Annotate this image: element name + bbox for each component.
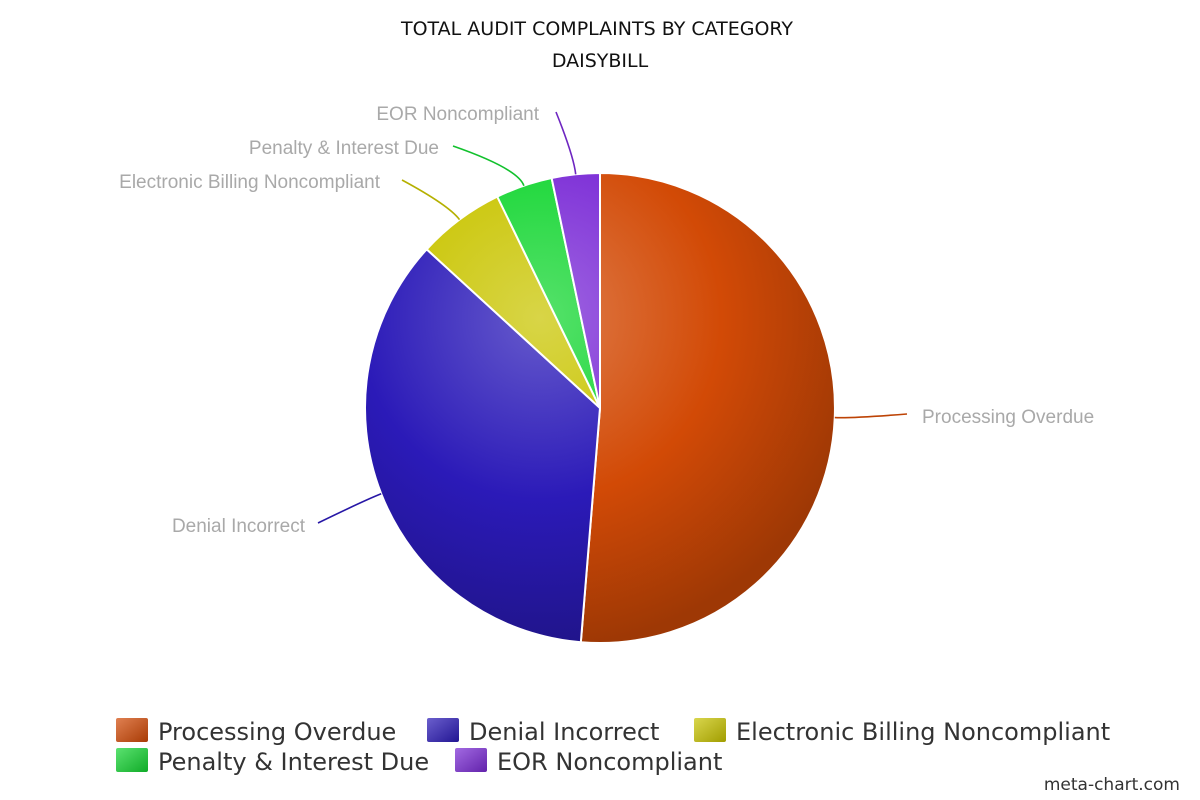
slice-labels-group: Processing Overdue Denial Incorrect Electr…: [119, 104, 1094, 537]
slice-label-processing-overdue: Processing Overdue: [922, 407, 1094, 428]
chart-subtitle: DAISYBILL: [552, 50, 649, 72]
credit-text[interactable]: meta-chart.com: [1044, 775, 1180, 795]
legend: Processing Overdue Denial Incorrect Electr…: [116, 718, 1110, 776]
legend-swatch-eor-noncompliant: [455, 748, 487, 772]
legend-label-electronic-billing-noncompliant: Electronic Billing Noncompliant: [736, 718, 1110, 746]
legend-swatch-penalty-and-interest-due: [116, 748, 148, 772]
connector-denial-incorrect: [317, 493, 382, 524]
slice-label-electronic-billing-noncompliant: Electronic Billing Noncompliant: [119, 172, 381, 193]
slice-denial-incorrect[interactable]: [363, 247, 602, 644]
legend-item-penalty-and-interest-due[interactable]: Penalty & Interest Due: [116, 748, 429, 776]
legend-swatch-denial-incorrect: [427, 718, 459, 742]
connector-electronic-billing-noncompliant: [401, 179, 461, 221]
connector-processing-overdue: [834, 413, 908, 419]
legend-item-denial-incorrect[interactable]: Denial Incorrect: [427, 718, 659, 746]
legend-label-processing-overdue: Processing Overdue: [158, 718, 396, 746]
connector-penalty-and-interest-due: [452, 145, 525, 187]
legend-swatch-processing-overdue: [116, 718, 148, 742]
legend-swatch-electronic-billing-noncompliant: [694, 718, 726, 742]
legend-item-processing-overdue[interactable]: Processing Overdue: [116, 718, 396, 746]
slice-processing-overdue[interactable]: [579, 171, 836, 644]
slice-label-eor-noncompliant: EOR Noncompliant: [376, 104, 539, 125]
chart-title: TOTAL AUDIT COMPLAINTS BY CATEGORY: [400, 18, 793, 40]
legend-label-eor-noncompliant: EOR Noncompliant: [497, 748, 722, 776]
legend-item-eor-noncompliant[interactable]: EOR Noncompliant: [455, 748, 722, 776]
slices-group: [363, 171, 836, 644]
slice-label-penalty-and-interest-due: Penalty & Interest Due: [249, 138, 439, 159]
slice-label-denial-incorrect: Denial Incorrect: [172, 516, 306, 537]
legend-label-denial-incorrect: Denial Incorrect: [469, 718, 659, 746]
legend-item-electronic-billing-noncompliant[interactable]: Electronic Billing Noncompliant: [694, 718, 1110, 746]
legend-label-penalty-and-interest-due: Penalty & Interest Due: [158, 748, 429, 776]
connector-eor-noncompliant: [555, 111, 577, 175]
